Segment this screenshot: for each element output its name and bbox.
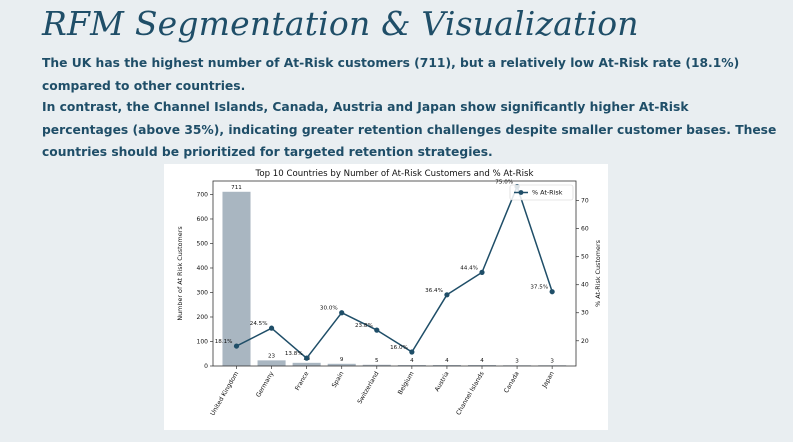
y2-tick-label: 60 [581,226,589,233]
x-tick-label: Switzerland [356,370,380,405]
bar-7 [467,365,497,366]
bar-label-3: 9 [340,357,344,363]
pct-label-4: 23.8% [355,323,373,329]
pct-point-4 [374,327,380,333]
pct-point-9 [549,289,555,295]
pct-label-2: 13.8% [285,351,303,357]
summary-paragraph-1: The UK has the highest number of At-Risk… [42,56,740,93]
bar-label-8: 3 [515,358,519,364]
bar-5 [397,365,426,366]
bar-label-5: 4 [410,358,414,364]
y2-tick-label: 70 [581,198,589,205]
y2-tick-label: 40 [581,282,589,289]
y-tick-label: 200 [197,314,209,321]
legend-marker [518,190,524,195]
y-tick-label: 0 [204,363,208,370]
pct-label-1: 24.5% [250,321,268,327]
at-risk-chart: Top 10 Countries by Number of At-Risk Cu… [176,169,602,418]
y-tick-label: 600 [197,216,209,223]
pct-label-3: 30.0% [320,306,338,312]
pct-point-3 [339,310,345,316]
x-tick-label: France [294,370,310,391]
bar-label-7: 4 [480,358,484,364]
bar-label-9: 3 [550,358,554,364]
x-tick-label: Spain [331,370,346,389]
pct-label-5: 16.0% [390,345,408,351]
summary-paragraph-2: In contrast, the Channel Islands, Canada… [42,100,777,160]
x-tick-label: Belgium [397,371,416,396]
pct-label-8: 75.0% [495,180,513,186]
y-tick-label: 700 [197,191,209,198]
bar-label-1: 23 [268,353,276,359]
chart-title: Top 10 Countries by Number of At-Risk Cu… [255,169,534,179]
x-tick-label: Japan [541,370,556,389]
y2-tick-label: 50 [581,254,589,261]
bar-label-4: 5 [375,358,379,364]
bar-2 [292,362,321,366]
pct-label-7: 44.4% [460,265,478,271]
pct-point-2 [304,355,310,361]
bar-3 [327,363,356,366]
pct-line [236,185,553,359]
bar-label-6: 4 [445,358,449,364]
pct-label-9: 37.5% [530,285,548,291]
y2-tick-label: 30 [581,310,589,317]
page-title: RFM Segmentation & Visualization [42,4,639,43]
legend-label: % At-Risk [532,189,563,197]
pct-point-7 [479,269,485,275]
y2-tick-label: 20 [581,338,589,345]
y-tick-label: 500 [197,240,209,247]
chart-card: Top 10 Countries by Number of At-Risk Cu… [164,164,608,430]
pct-point-5 [409,349,415,355]
y2-axis-label: % At-Risk Customers [594,239,602,306]
y-tick-label: 400 [197,265,209,272]
pct-label-0: 18.1% [215,339,233,345]
x-tick-label: Canada [503,370,521,394]
x-tick-label: United Kingdom [209,371,240,418]
pct-point-6 [444,292,450,298]
y-axis-label: Number of At Risk Customers [176,226,184,321]
pct-label-6: 36.4% [425,288,443,294]
x-tick-label: Germany [255,370,275,398]
x-tick-label: Austria [434,370,451,393]
y-tick-label: 300 [197,289,209,296]
bar-label-0: 711 [231,185,242,191]
x-tick-label: Channel Islands [455,371,486,417]
plot-frame [212,180,577,367]
pct-point-0 [233,343,240,349]
bar-6 [432,365,461,366]
bar-4 [362,364,391,366]
y-tick-label: 100 [197,338,209,345]
pct-point-1 [268,325,275,331]
legend-box [509,184,574,201]
bar-1 [257,360,286,366]
bar-0 [222,191,251,366]
